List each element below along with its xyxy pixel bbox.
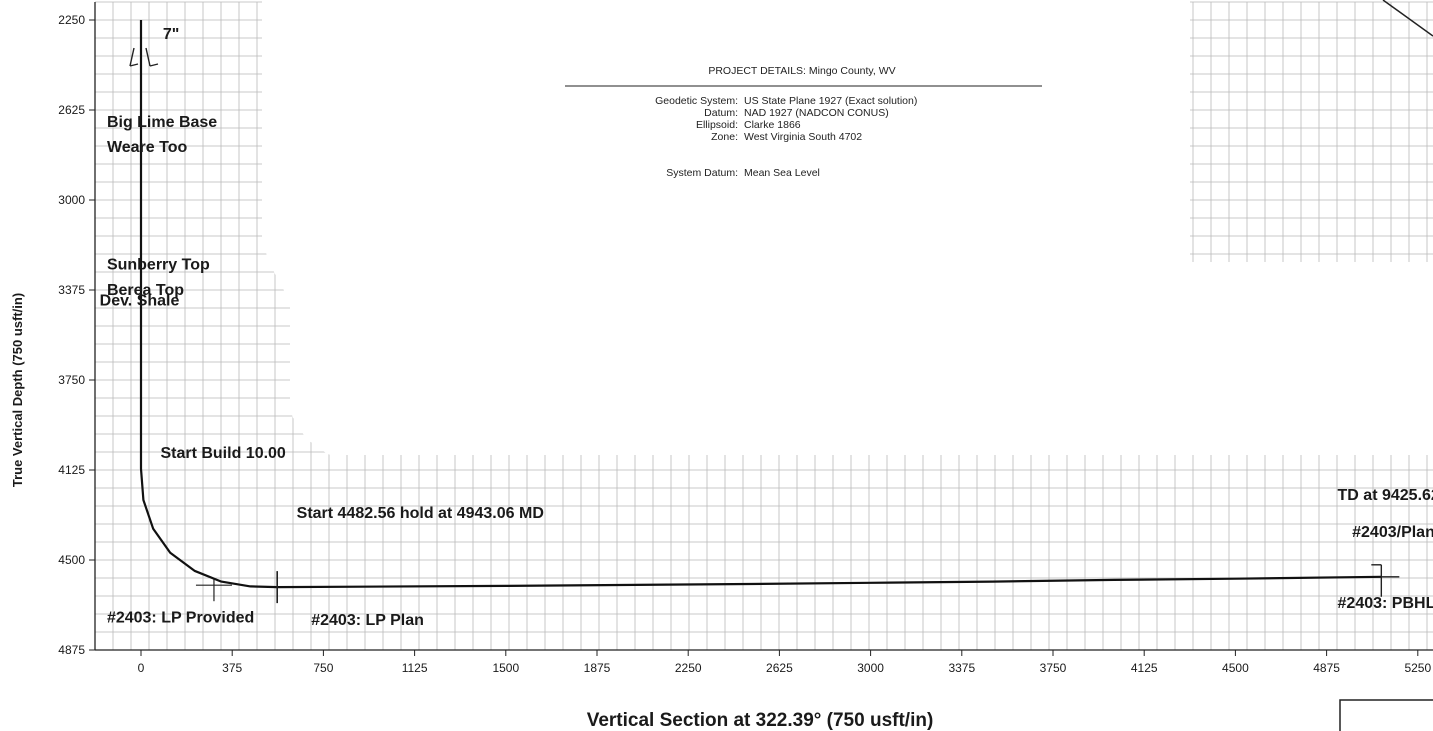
x-tick-label: 1875: [584, 661, 611, 675]
annotation-label: 7": [163, 26, 179, 43]
x-tick-label: 2250: [675, 661, 702, 675]
grid-lines: [94, 0, 1433, 651]
project-details: PROJECT DETAILS: Mingo County, WV Geodet…: [565, 65, 1042, 179]
x-tick-label: 4500: [1222, 661, 1249, 675]
x-tick-label: 3375: [948, 661, 975, 675]
annotation-label: #2403: LP Provided: [107, 609, 254, 626]
annotation-label: Start 4482.56 hold at 4943.06 MD: [297, 505, 544, 522]
project-detail-label: Datum:: [704, 107, 738, 119]
y-tick-label: 4875: [58, 643, 85, 657]
y-tick-label: 3750: [58, 373, 85, 387]
system-datum-value: Mean Sea Level: [744, 167, 820, 179]
x-tick-label: 5250: [1404, 661, 1431, 675]
top-right-line: [1382, 0, 1433, 37]
annotation-label: Big Lime Base: [107, 114, 217, 131]
x-tick-label: 2625: [766, 661, 793, 675]
project-detail-value: US State Plane 1927 (Exact solution): [744, 95, 917, 107]
annotation-layer: 7" Big Lime Base Weare Too Sunberry Top Bere…: [100, 26, 1433, 629]
y-tick-label: 3375: [58, 283, 85, 297]
x-tick-label: 375: [222, 661, 242, 675]
project-detail-value: Clarke 1866: [744, 119, 801, 131]
x-tick-label: 0: [138, 661, 145, 675]
annotation-label: Sunberry Top: [107, 257, 210, 274]
project-details-title: PROJECT DETAILS: Mingo County, WV: [708, 65, 895, 77]
annotation-label: Berea Top: [107, 282, 184, 299]
y-tick-label: 2625: [58, 103, 85, 117]
blank-region: [262, 0, 1433, 455]
x-tick-label: 3750: [1040, 661, 1067, 675]
y-tick-label: 2250: [58, 13, 85, 27]
x-tick-label: 1500: [492, 661, 519, 675]
annotation-label: TD at 9425.62: [1338, 487, 1433, 504]
tick-labels: 0 375 750 1125 1500 1875 2250 2625 3000 3375 3750 4…: [58, 13, 1431, 675]
x-axis-label: Vertical Section at 322.39° (750 usft/in…: [587, 710, 934, 731]
project-detail-value: West Virginia South 4702: [744, 131, 862, 143]
system-datum-label: System Datum:: [666, 167, 738, 179]
y-axis-label: True Vertical Depth (750 usft/in): [10, 293, 25, 487]
well-path-line: [139, 20, 1382, 589]
annotation-label: #2403: PBHL: [1338, 595, 1433, 612]
annotation-label: #2403/Plan #1: [1352, 524, 1433, 541]
x-tick-label: 1125: [402, 661, 428, 675]
annotation-label: Dev. Shale: [100, 293, 180, 310]
x-tick-label: 4125: [1131, 661, 1158, 675]
annotation-label: Start Build 10.00: [160, 445, 285, 462]
casing-symbol: [129, 47, 159, 67]
legend-box-fragment: [1339, 699, 1433, 731]
y-tick-label: 3000: [58, 193, 85, 207]
x-tick-label: 3000: [857, 661, 884, 675]
annotation-label: Weare Too: [107, 139, 188, 156]
marker-layer: [129, 47, 1400, 604]
x-tick-label: 750: [313, 661, 333, 675]
project-detail-value: NAD 1927 (NADCON CONUS): [744, 107, 889, 119]
x-tick-label: 4875: [1313, 661, 1340, 675]
project-detail-label: Zone:: [711, 131, 738, 143]
y-tick-label: 4125: [58, 463, 85, 477]
project-detail-label: Ellipsoid:: [696, 119, 738, 131]
annotation-label: #2403: LP Plan: [311, 612, 424, 629]
y-tick-label: 4500: [58, 553, 85, 567]
series-layer: [139, 20, 1382, 589]
project-details-rows: Geodetic System: US State Plane 1927 (Exa…: [655, 95, 917, 143]
project-detail-label: Geodetic System:: [655, 95, 738, 107]
